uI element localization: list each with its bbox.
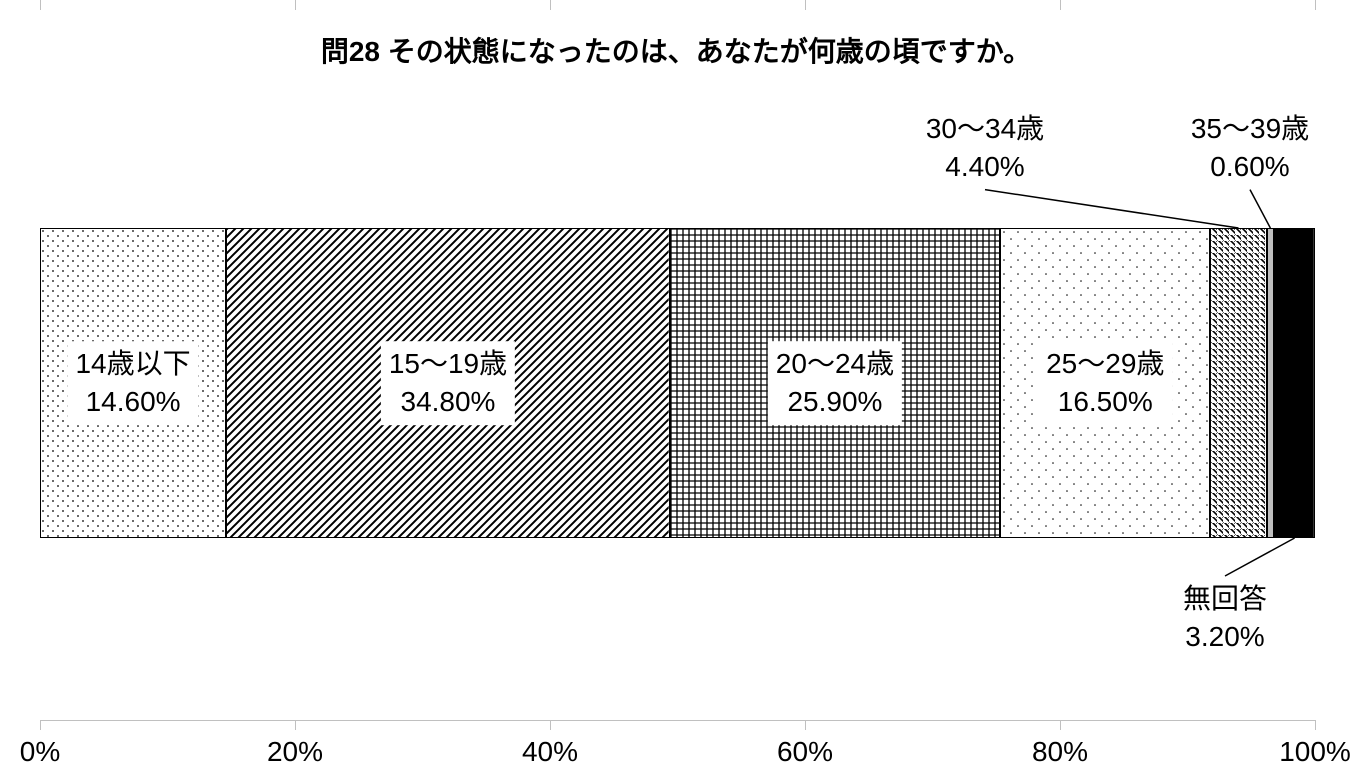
axis-label: 80% <box>1032 736 1088 768</box>
bar-segment-age_25_29: 25～29歳16.50% <box>1000 228 1210 538</box>
segment-value-text: 25.90% <box>776 383 894 421</box>
axis-tick <box>1060 0 1061 10</box>
axis-tick <box>550 0 551 10</box>
axis-label: 40% <box>522 736 578 768</box>
bar-segment-age_20_24: 20～24歳25.90% <box>670 228 1000 538</box>
axis-tick <box>805 720 806 730</box>
axis-tick <box>40 0 41 10</box>
axis-tick <box>1315 720 1316 730</box>
segment-value-text: 34.80% <box>389 383 507 421</box>
axis-tick <box>1060 720 1061 730</box>
bar-segment-age_35_39 <box>1267 228 1275 538</box>
chart-title: 問28 その状態になったのは、あなたが何歳の頃ですか。 <box>0 30 1352 70</box>
callout-label-age_35_39: 35～39歳0.60% <box>1191 110 1309 186</box>
segment-label: 14歳以下14.60% <box>67 341 198 425</box>
axis-tick <box>40 720 41 730</box>
axis-label: 20% <box>267 736 323 768</box>
bottom-axis-line <box>40 720 1315 721</box>
callout-category-text: 35～39歳 <box>1191 110 1309 148</box>
axis-tick <box>805 0 806 10</box>
segment-label: 25～29歳16.50% <box>1038 341 1172 425</box>
stacked-bar-chart: 問28 その状態になったのは、あなたが何歳の頃ですか。 14歳以下14.60%1… <box>0 0 1352 779</box>
segment-category-text: 25～29歳 <box>1046 345 1164 383</box>
axis-label: 100% <box>1279 736 1351 768</box>
axis-label: 0% <box>20 736 60 768</box>
segment-value-text: 14.60% <box>75 383 190 421</box>
callout-category-text: 30～34歳 <box>926 110 1044 148</box>
axis-tick <box>1315 0 1316 10</box>
callout-label-no_answer: 無回答3.20% <box>1183 580 1267 656</box>
axis-tick <box>295 0 296 10</box>
segment-category-text: 20～24歳 <box>776 345 894 383</box>
segment-category-text: 14歳以下 <box>75 345 190 383</box>
callout-value-text: 0.60% <box>1191 148 1309 186</box>
bar-segment-age_14_under: 14歳以下14.60% <box>40 228 226 538</box>
axis-tick <box>550 720 551 730</box>
bar: 14歳以下14.60% 15～19歳34.80% 20～24歳25.90% 25～29… <box>40 228 1315 538</box>
axis-tick <box>295 720 296 730</box>
callout-label-age_30_34: 30～34歳4.40% <box>926 110 1044 186</box>
bar-segment-age_30_34 <box>1210 228 1266 538</box>
leader-line <box>1225 538 1295 576</box>
segment-label: 15～19歳34.80% <box>381 341 515 425</box>
leader-line <box>1250 190 1270 228</box>
bar-segment-no_answer <box>1274 228 1315 538</box>
segment-value-text: 16.50% <box>1046 383 1164 421</box>
segment-label: 20～24歳25.90% <box>768 341 902 425</box>
axis-label: 60% <box>777 736 833 768</box>
segment-category-text: 15～19歳 <box>389 345 507 383</box>
callout-category-text: 無回答 <box>1183 580 1267 618</box>
callout-value-text: 4.40% <box>926 148 1044 186</box>
bar-segment-age_15_19: 15～19歳34.80% <box>226 228 670 538</box>
callout-value-text: 3.20% <box>1183 618 1267 656</box>
leader-line <box>985 190 1239 228</box>
